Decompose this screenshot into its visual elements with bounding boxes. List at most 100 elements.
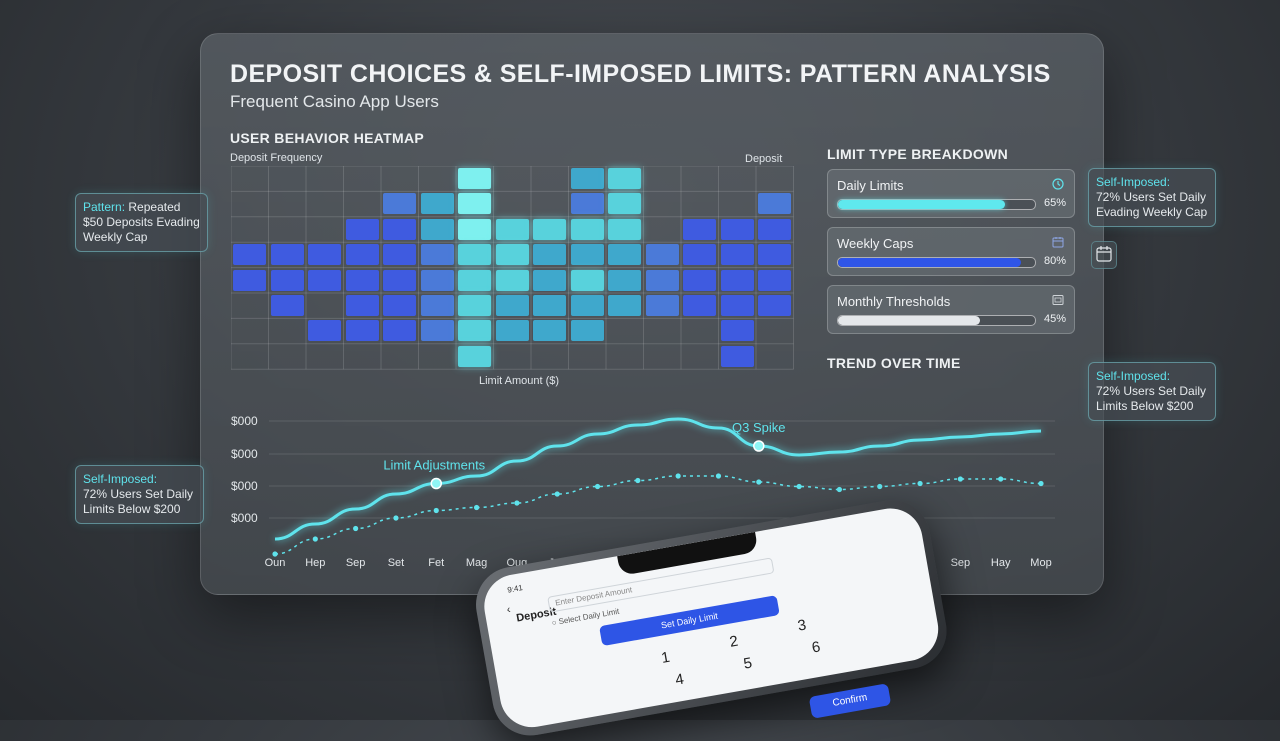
heatmap-cell	[308, 320, 341, 342]
heatmap-cell	[645, 269, 679, 291]
limit-percent: 65%	[1043, 197, 1066, 209]
heatmap-cell	[758, 218, 791, 240]
heatmap-cell	[458, 168, 491, 189]
y-tick-label: $000	[231, 447, 258, 461]
series-point	[796, 483, 802, 490]
limit-label: Weekly Caps	[837, 236, 914, 251]
limit-label: Daily Limits	[837, 178, 904, 193]
keypad-key[interactable]: 5	[742, 654, 754, 673]
status-time: 9:41	[506, 583, 524, 595]
series-point	[312, 536, 318, 542]
heatmap-grid	[231, 166, 794, 370]
page-subtitle: Frequent Casino App Users	[230, 92, 439, 111]
heatmap-cell	[383, 320, 416, 342]
back-icon[interactable]: ‹	[505, 603, 512, 617]
callout-title: Self-Imposed:	[83, 472, 158, 486]
series-point	[877, 483, 883, 490]
heatmap-cell	[345, 218, 379, 240]
heatmap-cell	[420, 320, 454, 342]
heatmap-cell	[458, 244, 491, 266]
heatmap-cell	[758, 244, 791, 266]
x-tick-label: Mop	[1030, 557, 1051, 569]
series-point	[635, 477, 641, 484]
heatmap-cell	[420, 193, 454, 215]
series-point	[1038, 480, 1044, 487]
heatmap-cell	[270, 244, 304, 266]
heatmap-cell	[608, 244, 641, 266]
limit-percent: 45%	[1043, 313, 1066, 325]
keypad-key[interactable]: 6	[810, 638, 822, 657]
callout-self-imposed-top: Self-Imposed: 72% Users Set Daily Evadin…	[1088, 168, 1216, 227]
limit-progress-fill	[838, 316, 980, 325]
limit-card-monthly[interactable]: Monthly Thresholds 45%	[827, 285, 1075, 334]
callout-title: Self-Imposed:	[1096, 369, 1171, 383]
callout-self-imposed-left: Self-Imposed: 72% Users Set Daily Limits…	[75, 465, 204, 524]
x-tick-label: Hay	[991, 557, 1011, 569]
heatmap-cell	[345, 295, 379, 316]
heatmap-cell	[533, 269, 566, 291]
heatmap-title: USER BEHAVIOR HEATMAP	[230, 130, 425, 146]
series-point	[957, 476, 963, 482]
x-tick-label: Mag	[466, 557, 487, 569]
heatmap-right-label: Deposit	[745, 153, 783, 165]
heatmap-cell	[458, 193, 491, 215]
limit-card-daily[interactable]: Daily Limits 65%	[827, 169, 1075, 218]
heatmap-y-label: Deposit Frequency	[230, 152, 323, 164]
x-tick-label: Fet	[428, 557, 444, 569]
heatmap-cell	[233, 269, 266, 291]
series-point	[998, 476, 1004, 482]
x-tick-label: Set	[388, 557, 405, 569]
heatmap-cell	[570, 193, 604, 215]
limit-card-weekly[interactable]: Weekly Caps 80%	[827, 227, 1075, 276]
x-tick-label: Oun	[265, 557, 286, 569]
heatmap-cell	[720, 269, 754, 291]
heatmap-cell	[345, 320, 379, 342]
heatmap-cell	[533, 244, 566, 266]
limit-progress-track	[837, 257, 1036, 268]
limit-progress-track	[837, 199, 1036, 210]
clock-icon	[1052, 178, 1064, 190]
page-title: DEPOSIT CHOICES & SELF-IMPOSED LIMITS: P…	[230, 60, 1051, 88]
heatmap-cell	[570, 218, 604, 240]
series-point	[473, 504, 480, 511]
annotation-point	[430, 477, 443, 490]
heatmap-cell	[420, 244, 454, 266]
heatmap-cell	[495, 269, 529, 291]
keypad-key[interactable]: 2	[728, 632, 740, 651]
heatmap-cell	[383, 295, 416, 316]
heatmap-cell	[720, 345, 754, 367]
annotation-point	[753, 440, 765, 452]
series-line-primary	[274, 417, 1042, 541]
x-tick-label: Sep	[346, 557, 366, 569]
heatmap-cell	[720, 218, 754, 240]
heatmap-cell	[383, 218, 416, 240]
heatmap-cell	[458, 269, 491, 291]
callout-text: Repeated $50 Deposits Evading Weekly Cap	[83, 200, 200, 244]
heatmap-cell	[645, 295, 679, 316]
heatmap-cell	[645, 244, 679, 266]
keypad-key[interactable]: 1	[659, 648, 672, 667]
heatmap-cell	[533, 295, 566, 316]
series-point	[353, 525, 359, 532]
limit-percent: 80%	[1043, 255, 1066, 267]
confirm-button[interactable]: Confirm	[808, 683, 892, 719]
series-point	[715, 473, 722, 479]
series-point	[272, 551, 278, 557]
callout-title: Self-Imposed:	[1096, 175, 1171, 189]
heatmap-cell	[683, 269, 716, 291]
keypad-key[interactable]: 4	[673, 670, 686, 689]
heatmap-cell	[570, 168, 604, 189]
series-point	[675, 473, 681, 479]
y-tick-label: $000	[231, 414, 258, 428]
calendar-icon	[1052, 237, 1064, 248]
heatmap-cell	[383, 244, 416, 266]
callout-pattern: Pattern: Repeated $50 Deposits Evading W…	[75, 193, 208, 252]
heatmap-cell	[420, 295, 454, 316]
heatmap-cell	[720, 320, 754, 342]
heatmap-cell	[270, 295, 304, 316]
keypad-key[interactable]: 3	[796, 616, 808, 635]
limit-progress-fill	[838, 258, 1022, 267]
archive-icon	[1052, 295, 1064, 305]
heatmap-cell	[458, 295, 491, 316]
heatmap-cell	[458, 218, 491, 240]
